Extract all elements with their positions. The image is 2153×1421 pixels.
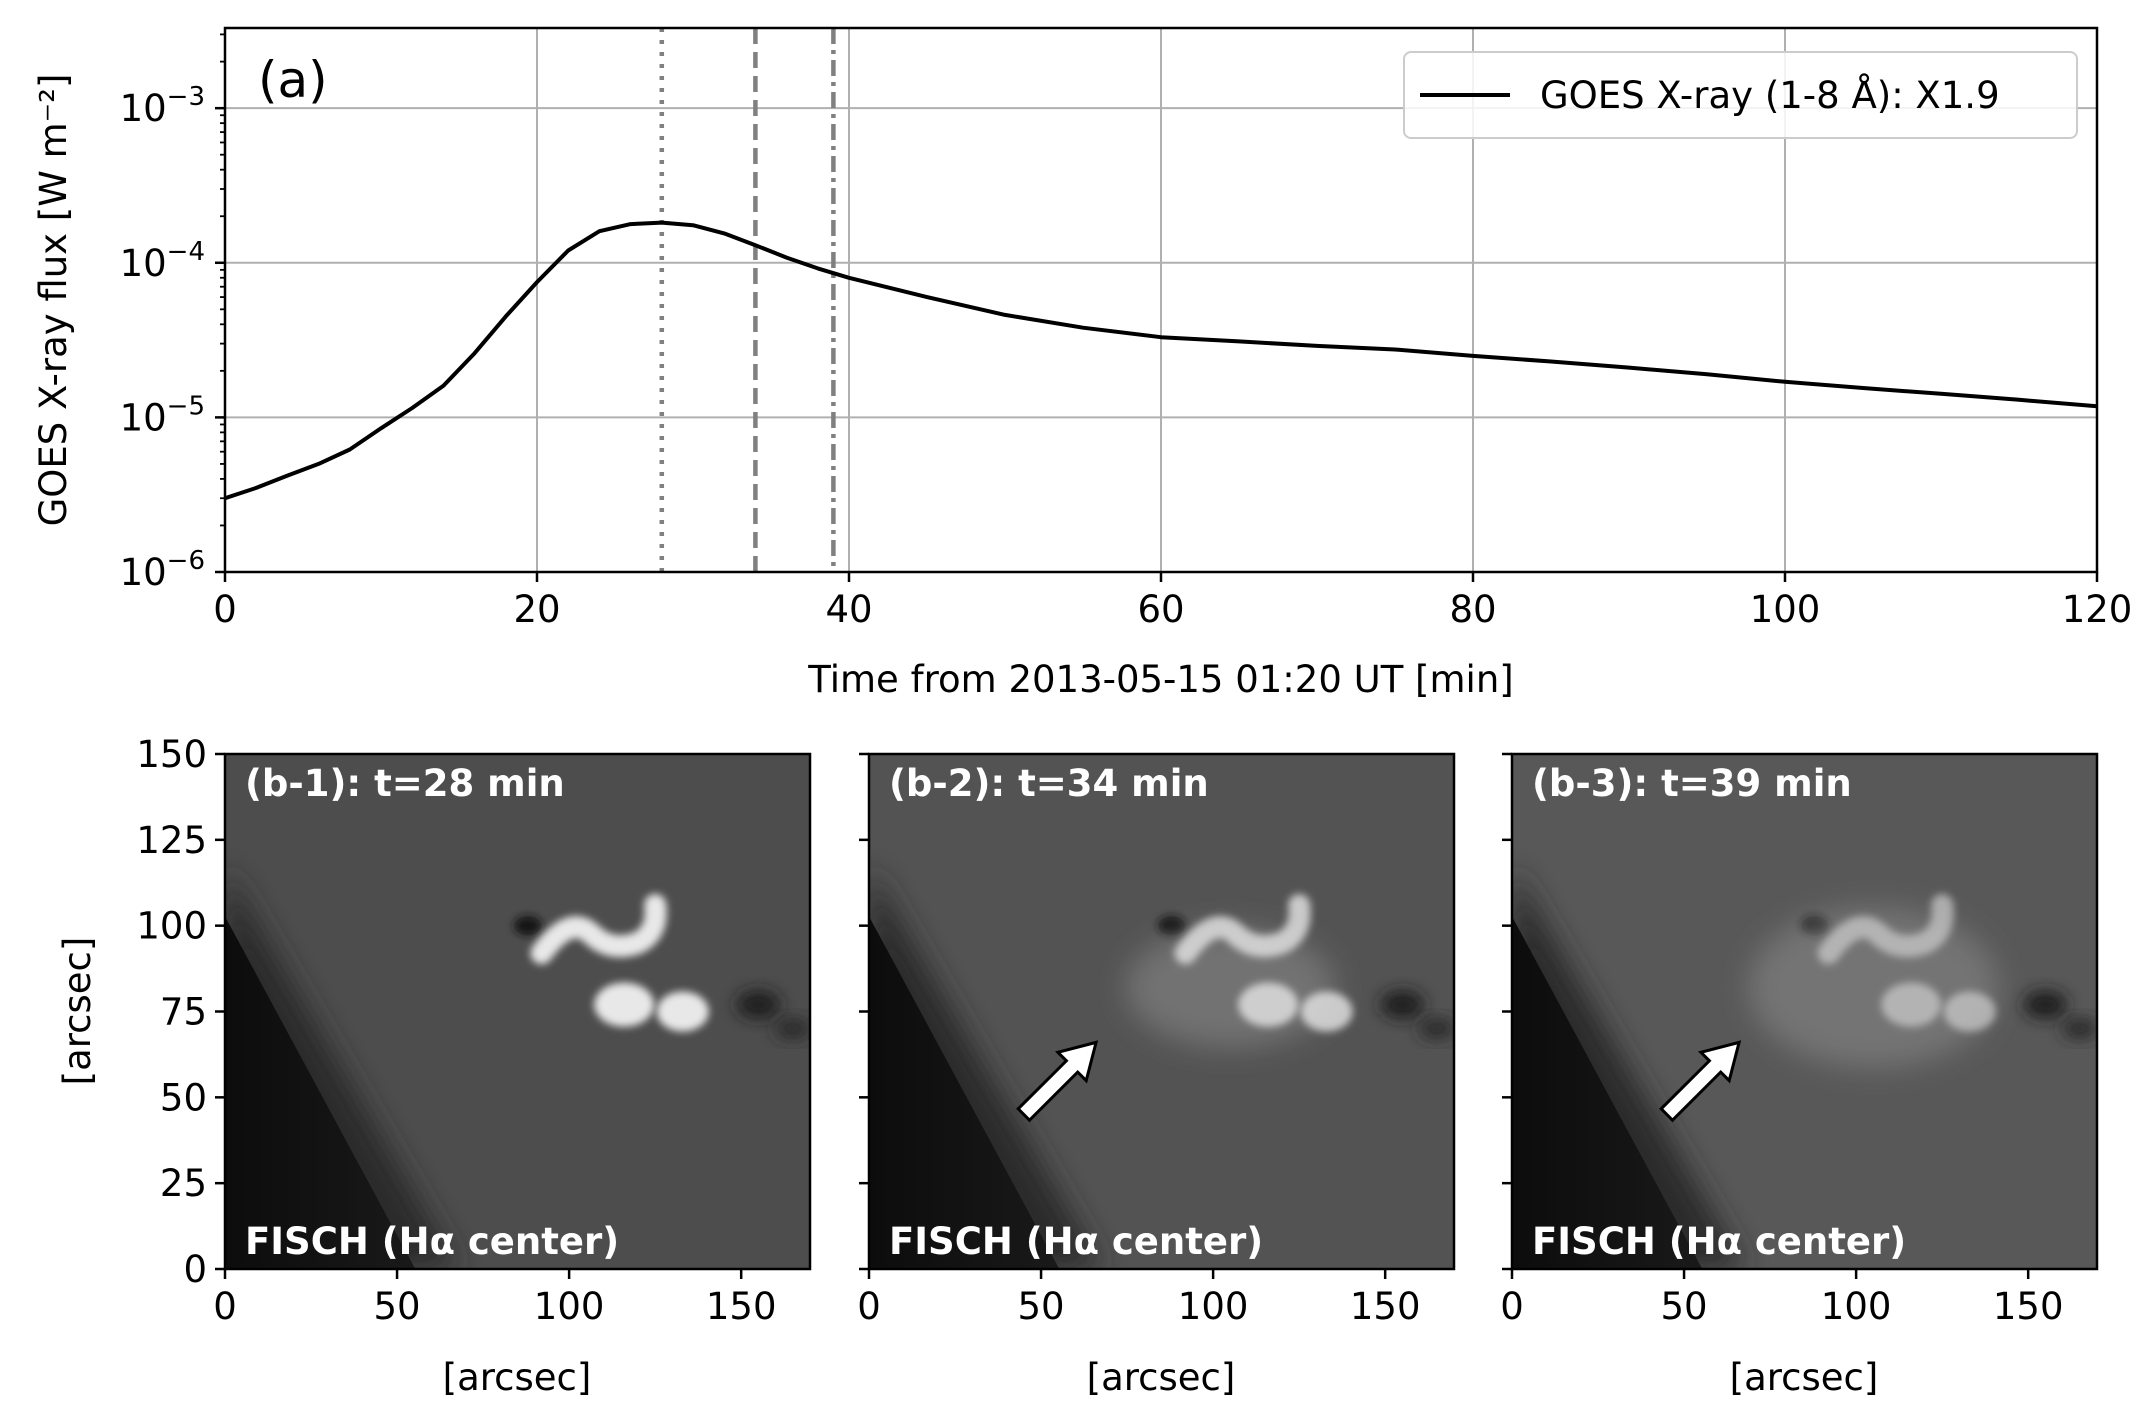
flare-glow (1125, 927, 1336, 1048)
sunspot-dark (774, 1018, 810, 1039)
x-tick-label: 150 (1993, 1285, 2064, 1328)
y-tick-label: 10−6 (120, 546, 205, 594)
legend: GOES X-ray (1-8 Å): X1.9 (1403, 51, 2078, 139)
x-tick-label: 0 (213, 1285, 237, 1328)
arrow-annotation-b2 (1016, 1040, 1099, 1123)
x-tick-label: 0 (1500, 1285, 1524, 1328)
legend-box (1403, 51, 2078, 139)
y-axis-ticks-b1: 0 25 50 75 100 125 150 (136, 733, 225, 1291)
y-axis-ticks-b2 (859, 752, 869, 1271)
x-axis-label-b3: [arcsec] (1730, 1356, 1879, 1399)
y-tick-label: 75 (160, 991, 207, 1034)
x-axis-ticks-b3: 0 50 100 150 (1500, 1269, 2063, 1328)
x-tick-label: 100 (1178, 1285, 1249, 1328)
goes-xray-panel: 0 20 40 60 80 100 120 10−6 10−5 10−4 10−3 (a) Tim… (32, 26, 2132, 701)
y-tick-label: 150 (136, 733, 207, 776)
y-tick-label: 10−3 (120, 82, 205, 130)
x-axis-label: Time from 2013-05-15 01:20 UT [min] (807, 658, 1513, 701)
instrument-caption-b2: FISCH (Hα center) (889, 1220, 1263, 1263)
panel-label-b3: (b-3): t=39 min (1532, 762, 1852, 805)
off-limb-region (1512, 916, 1703, 1269)
y-tick-label: 0 (183, 1248, 207, 1291)
flare-ribbon-south (594, 982, 655, 1027)
x-tick-label: 150 (706, 1285, 777, 1328)
x-tick-label: 0 (213, 588, 237, 631)
x-axis-ticks-b2: 0 50 100 150 (857, 1269, 1420, 1328)
x-tick-label: 80 (1449, 588, 1496, 631)
sunspot-dark (2023, 990, 2068, 1019)
off-limb-region (869, 916, 1060, 1269)
x-tick-label: 120 (2062, 588, 2133, 631)
event-time-markers (659, 28, 836, 572)
y-axis-label: GOES X-ray flux [W m⁻²] (32, 74, 75, 527)
x-axis-label-b1: [arcsec] (443, 1356, 592, 1399)
sunspot-dark (1418, 1018, 1454, 1039)
y-tick-label: 50 (160, 1076, 207, 1119)
x-axis-label-b2: [arcsec] (1087, 1356, 1236, 1399)
y-axis-ticks: 10−6 10−5 10−4 10−3 (120, 33, 225, 594)
x-tick-label: 50 (1661, 1285, 1708, 1328)
sunspot-dark (2061, 1018, 2097, 1039)
panel-label-a: (a) (258, 51, 328, 109)
sunspot-dark (1157, 915, 1186, 936)
panel-label-b2: (b-2): t=34 min (889, 762, 1209, 805)
y-tick-label: 125 (136, 819, 207, 862)
sunspot-dark (1380, 990, 1425, 1019)
instrument-caption-b1: FISCH (Hα center) (245, 1220, 619, 1263)
y-tick-label: 10−4 (120, 237, 205, 285)
y-tick-label: 10−5 (120, 391, 205, 439)
x-tick-label: 60 (1137, 588, 1184, 631)
x-tick-label: 40 (825, 588, 872, 631)
x-tick-label: 20 (513, 588, 560, 631)
flare-ribbon-north (1174, 894, 1311, 965)
y-tick-label: 100 (136, 905, 207, 948)
x-axis-ticks-b1: 0 50 100 150 (213, 1269, 776, 1328)
flare-ribbon-north (530, 894, 667, 965)
flare-ribbon-south (656, 991, 709, 1032)
flare-ribbon-north (1817, 894, 1954, 965)
arrow-annotation-b3 (1659, 1040, 1742, 1123)
y-axis-label-b1: [arcsec] (56, 937, 99, 1086)
x-tick-label: 100 (534, 1285, 605, 1328)
x-tick-label: 150 (1350, 1285, 1421, 1328)
flare-ribbon-south (1943, 991, 1996, 1032)
flare-ribbon-south (1238, 982, 1299, 1027)
fisch-image-panel-b1: (b-1): t=28 min FISCH (Hα center) 0 50 100… (56, 733, 812, 1399)
legend-entry-goes: GOES X-ray (1-8 Å): X1.9 (1540, 73, 2000, 117)
x-tick-label: 100 (1750, 588, 1821, 631)
y-tick-label: 25 (160, 1162, 207, 1205)
flare-ribbon-south (1300, 991, 1353, 1032)
y-axis-ticks-b3 (1502, 752, 1512, 1271)
x-tick-label: 100 (1821, 1285, 1892, 1328)
instrument-caption-b3: FISCH (Hα center) (1532, 1220, 1906, 1263)
sunspot-dark (736, 990, 781, 1019)
fisch-image-panel-b2: (b-2): t=34 min FISCH (Hα center) 0 50 100… (857, 752, 1456, 1399)
off-limb-region (225, 916, 416, 1269)
x-tick-label: 50 (374, 1285, 421, 1328)
series-lines (225, 220, 2097, 501)
sunspot-dark (513, 915, 542, 936)
x-axis-ticks: 0 20 40 60 80 100 120 (213, 572, 2132, 631)
flare-ribbon-south (1881, 982, 1942, 1027)
series-line-goes (225, 220, 2097, 501)
x-tick-label: 50 (1018, 1285, 1065, 1328)
fisch-image-panel-b3: (b-3): t=39 min FISCH (Hα center) 0 50 100… (1500, 752, 2099, 1399)
x-tick-label: 0 (857, 1285, 881, 1328)
panel-label-b1: (b-1): t=28 min (245, 762, 565, 805)
